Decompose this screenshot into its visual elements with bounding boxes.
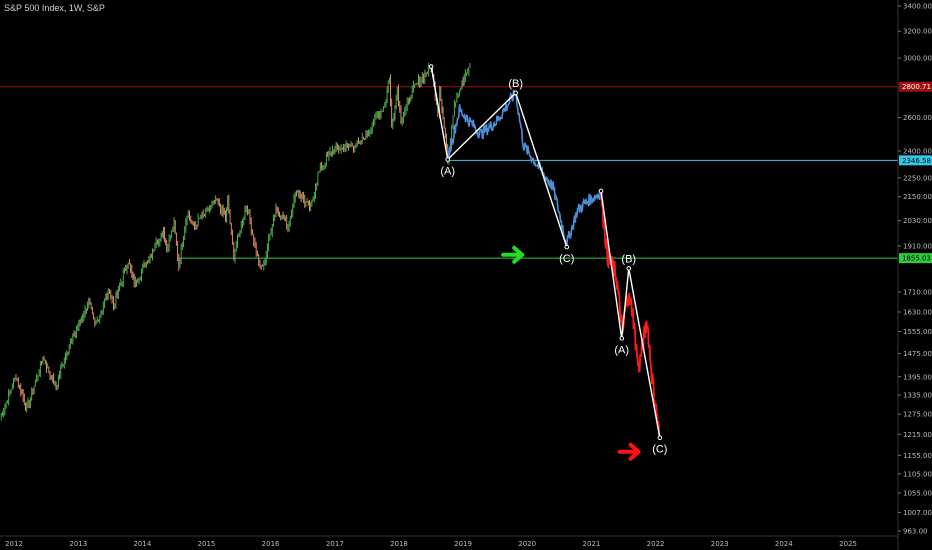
wave-label: (B) xyxy=(508,78,523,90)
wave-pivot xyxy=(619,336,625,341)
wave-pivot xyxy=(513,90,518,96)
x-tick-label: 2018 xyxy=(390,540,408,548)
wave-label: (C) xyxy=(559,253,574,265)
wave-lines: (A) (B) (C) (A) (B) (C) xyxy=(428,64,667,456)
x-tick-label: 2020 xyxy=(518,540,536,548)
x-tick-label: 2015 xyxy=(198,540,216,548)
y-tick-label: 3000.00 xyxy=(903,55,932,63)
wave-pivot xyxy=(428,64,434,69)
y-tick-label: 1055.00 xyxy=(903,490,932,498)
arrow-icon xyxy=(617,442,641,461)
y-tick-label: 963.00 xyxy=(903,528,928,536)
x-tick-label: 2022 xyxy=(647,540,665,548)
y-tick-label: 2600.00 xyxy=(903,114,932,122)
y-axis: 3400.00 3200.00 3000.00 2600.00 2400.00 2250.… xyxy=(897,0,932,550)
wave-label: (B) xyxy=(621,253,636,265)
y-tick-label: 3400.00 xyxy=(903,3,932,11)
candles xyxy=(0,62,471,421)
price-tag-label: 2346.58 xyxy=(902,157,931,165)
price-tag xyxy=(899,155,932,166)
x-tick-label: 2025 xyxy=(839,540,857,548)
x-tick-label: 2021 xyxy=(583,540,601,548)
wave-pivot xyxy=(445,157,450,162)
y-tick-label: 1155.00 xyxy=(903,452,932,460)
wave-pivot xyxy=(657,435,663,441)
wave-pivot xyxy=(626,266,632,271)
level-tags: 2800.71 2346.58 1855.03 xyxy=(899,81,932,264)
chart-title: S&P 500 Index, 1W, S&P xyxy=(4,3,105,13)
arrows xyxy=(501,245,641,461)
y-tick-label: 2150.00 xyxy=(903,193,932,201)
y-tick-label: 2030.00 xyxy=(903,217,932,225)
y-tick-label: 1630.00 xyxy=(903,308,932,316)
y-tick-label: 1910.00 xyxy=(903,242,932,250)
arrow-icon xyxy=(501,245,525,264)
wave-line xyxy=(600,190,661,438)
y-tick-label: 1215.00 xyxy=(903,431,932,439)
x-tick-label: 2024 xyxy=(775,540,793,548)
projection-path xyxy=(446,89,602,249)
projection-path xyxy=(600,192,661,440)
y-tick-label: 1007.00 xyxy=(903,509,932,517)
wave-line xyxy=(430,66,568,248)
level-lines xyxy=(0,86,898,259)
y-tick-label: 2400.00 xyxy=(903,147,932,155)
y-tick-label: 1555.00 xyxy=(903,328,932,336)
x-tick-label: 2023 xyxy=(711,540,729,548)
y-tick-label: 1105.00 xyxy=(903,470,932,478)
y-tick-label: 2250.00 xyxy=(903,174,932,182)
wave-label: (A) xyxy=(614,344,629,356)
price-tag-label: 2800.71 xyxy=(902,83,931,91)
wave-label: (A) xyxy=(440,166,455,178)
wave-pivot xyxy=(564,244,570,250)
x-axis: 2012 2013 2014 2015 2016 2017 2018 2019 2020 2021… xyxy=(0,535,898,548)
y-tick-label: 3200.00 xyxy=(903,28,932,36)
price-tag xyxy=(899,81,932,92)
y-tick-label: 1395.00 xyxy=(903,373,932,381)
price-tag xyxy=(899,253,932,264)
y-tick-label: 1475.00 xyxy=(903,350,932,358)
y-tick-label: 1275.00 xyxy=(903,411,932,419)
x-tick-label: 2019 xyxy=(454,540,472,548)
y-tick-label: 1335.00 xyxy=(903,392,932,400)
wave-label: (C) xyxy=(652,444,667,456)
y-tick-label: 1710.00 xyxy=(903,289,932,297)
x-tick-label: 2017 xyxy=(326,540,344,548)
x-tick-label: 2012 xyxy=(5,540,23,548)
price-tag-label: 1855.03 xyxy=(902,255,931,263)
x-tick-label: 2014 xyxy=(133,540,151,548)
x-tick-label: 2013 xyxy=(69,540,87,548)
wave-pivot xyxy=(598,188,604,194)
x-tick-label: 2016 xyxy=(262,540,280,548)
